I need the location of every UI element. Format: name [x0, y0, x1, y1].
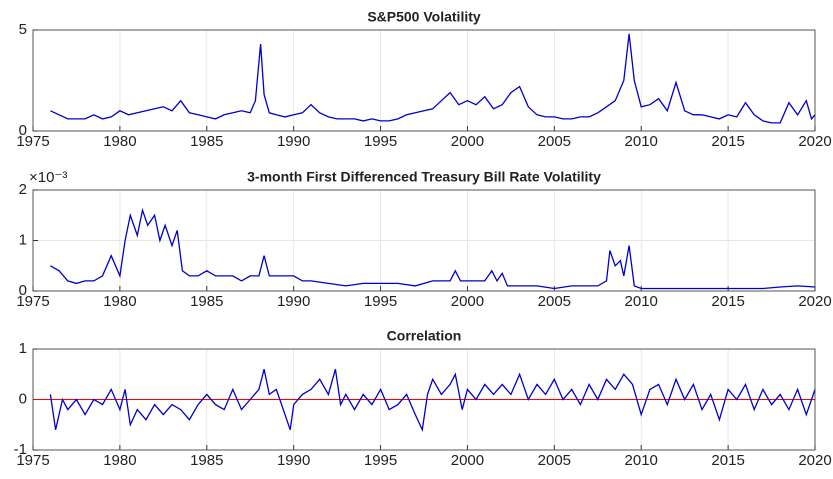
x-tick-label: 1980: [103, 133, 136, 150]
x-tick-label: 1985: [190, 452, 223, 469]
plot-frame: [32, 29, 816, 132]
data-line: [50, 207, 816, 290]
x-tick-label: 2020: [798, 133, 831, 150]
x-tick-label: 2005: [538, 452, 571, 469]
x-tick-label: 1975: [16, 133, 49, 150]
x-tick-label: 2005: [538, 293, 571, 310]
y-tick-label: 1: [19, 231, 27, 248]
x-tick-label: 2010: [625, 293, 658, 310]
x-tick-label: 1975: [16, 452, 49, 469]
x-tick-label: 1985: [190, 133, 223, 150]
x-tick-label: 2005: [538, 133, 571, 150]
x-tick-label: 1995: [364, 293, 397, 310]
x-tick-label: 2000: [451, 452, 484, 469]
x-tick-label: 1995: [364, 133, 397, 150]
x-tick-label: 2010: [625, 452, 658, 469]
x-tick-label: 1995: [364, 452, 397, 469]
x-tick-label: 2015: [711, 133, 744, 150]
y-tick-label: 1: [19, 340, 27, 357]
x-tick-label: 2015: [711, 452, 744, 469]
y-tick-label: 2: [19, 181, 27, 198]
y-tick-label: 0: [19, 122, 27, 139]
y-tick-label: 0: [19, 282, 27, 299]
x-tick-label: 1975: [16, 293, 49, 310]
plot-frame: [32, 348, 816, 451]
chart-title: Correlation: [387, 328, 462, 344]
plot-frame: [32, 189, 816, 292]
chart-title: S&P500 Volatility: [367, 9, 481, 25]
x-tick-label: 2015: [711, 293, 744, 310]
x-tick-label: 1990: [277, 293, 310, 310]
x-tick-label: 2020: [798, 293, 831, 310]
y-tick-label: -1: [14, 441, 27, 458]
x-tick-label: 1990: [277, 133, 310, 150]
x-tick-label: 2000: [451, 133, 484, 150]
x-tick-label: 2000: [451, 293, 484, 310]
plot-area: [33, 30, 815, 131]
data-line: [49, 369, 816, 433]
y-tick-label: 0: [19, 390, 27, 407]
x-tick-label: 1990: [277, 452, 310, 469]
y-tick-label: 5: [19, 21, 27, 38]
x-tick-label: 1980: [103, 293, 136, 310]
x-tick-label: 2010: [625, 133, 658, 150]
x-tick-label: 1985: [190, 293, 223, 310]
y-exponent-label: ×10⁻³: [29, 169, 67, 186]
data-line: [50, 33, 816, 124]
chart-title: 3-month First Differenced Treasury Bill …: [247, 169, 601, 185]
x-tick-label: 2020: [798, 452, 831, 469]
x-tick-label: 1980: [103, 452, 136, 469]
